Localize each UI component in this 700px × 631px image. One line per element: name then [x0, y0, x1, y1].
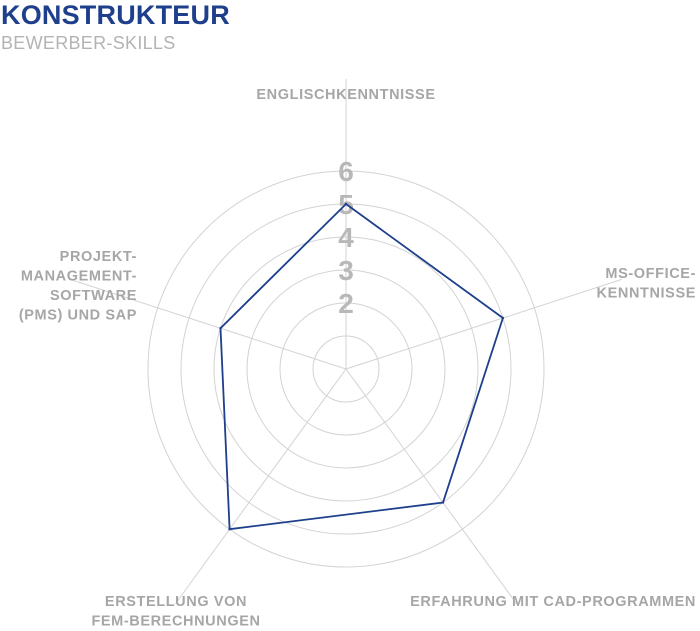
tick-label: 4 [338, 222, 354, 253]
axis-label: ERFAHRUNG MIT CAD-PROGRAMMEN [410, 594, 696, 610]
axis-label-line: FEM-BERECHNUNGEN [91, 614, 260, 630]
axis-spoke [345, 368, 517, 604]
chart-subtitle: BEWERBER-SKILLS [1, 33, 176, 53]
axis-label-line: ERSTELLUNG VON [105, 594, 247, 610]
data-series [219, 202, 505, 531]
series-polygon [219, 202, 504, 531]
axis-label-line: PROJEKT- [60, 249, 137, 265]
tick-label: 3 [338, 255, 354, 286]
axis-labels: ENGLISCHKENNTNISSE MS-OFFICE- KENNTNISSE ER… [19, 87, 696, 630]
data-point [219, 327, 222, 330]
tick-label: 2 [338, 288, 354, 319]
axis-spoke [70, 278, 347, 370]
chart-title: KONSTRUKTEUR [1, 0, 230, 30]
data-point [501, 316, 505, 320]
axis-spoke [175, 368, 347, 604]
axis-spoke [345, 278, 622, 370]
axis-spokes [70, 79, 622, 604]
axis-label-line: ENGLISCHKENNTNISSE [256, 87, 435, 103]
data-point [228, 528, 231, 531]
tick-label: 6 [338, 156, 354, 187]
axis-label: PROJEKT- MANAGEMENT- SOFTWARE (PMS) UND SAP [19, 249, 137, 324]
axis-label-line: KENNTNISSE [597, 286, 696, 302]
axis-label: ERSTELLUNG VON FEM-BERECHNUNGEN [91, 594, 260, 630]
axis-label: ENGLISCHKENNTNISSE [256, 87, 435, 103]
axis-label-line: (PMS) UND SAP [19, 308, 137, 324]
data-point [441, 501, 445, 504]
axis-label-line: MS-OFFICE- [605, 266, 696, 282]
axis-label: MS-OFFICE- KENNTNISSE [597, 266, 696, 302]
data-point [344, 202, 348, 206]
axis-label-line: ERFAHRUNG MIT CAD-PROGRAMMEN [410, 594, 696, 610]
axis-label-line: SOFTWARE [50, 288, 137, 304]
axis-label-line: MANAGEMENT- [21, 269, 137, 285]
